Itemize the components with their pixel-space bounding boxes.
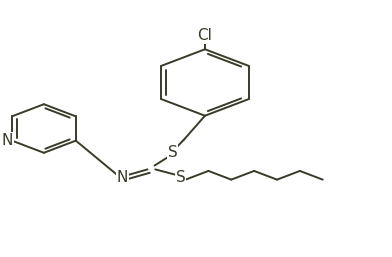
Text: N: N [116,170,128,185]
Text: N: N [2,133,13,148]
Text: Cl: Cl [198,29,212,43]
Text: S: S [176,170,185,185]
Text: S: S [168,145,178,160]
